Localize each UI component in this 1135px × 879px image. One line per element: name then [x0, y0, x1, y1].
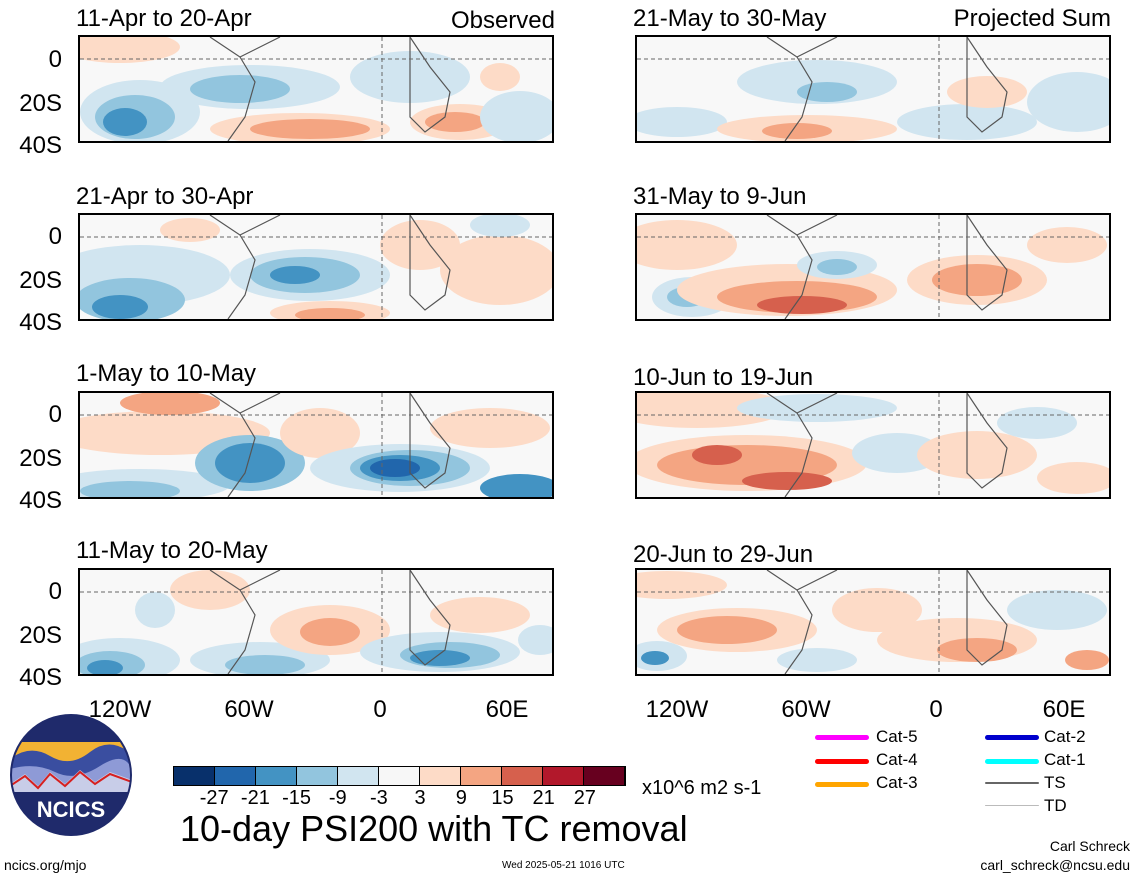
colorbar-swatch	[502, 767, 543, 785]
observed-label: Observed	[450, 7, 555, 34]
y-tick-label: 0	[48, 223, 62, 250]
colorbar-tick-label: -21	[240, 787, 270, 809]
colorbar-swatch	[338, 767, 379, 785]
x-tick-label: 60W	[224, 696, 274, 723]
y-tick-label: 0	[48, 578, 62, 605]
legend-swatch-cat4	[815, 759, 869, 764]
colorbar-swatch	[543, 767, 584, 785]
x-tick-label: 120W	[88, 696, 152, 723]
colorbar-swatch	[420, 767, 461, 785]
map-panel	[78, 35, 554, 143]
map-panel	[78, 568, 554, 676]
colorbar-swatch	[297, 767, 338, 785]
colorbar-tick-label: 9	[455, 787, 467, 809]
footer-email: carl_schreck@ncsu.edu	[980, 857, 1130, 873]
map-panel	[78, 391, 554, 499]
map-panel	[78, 213, 554, 321]
colorbar-swatch	[256, 767, 297, 785]
y-tick-label: 40S	[19, 309, 62, 336]
map-panel	[635, 568, 1111, 676]
colorbar-tick-label: 15	[491, 787, 514, 809]
colorbar-tick-label: -15	[282, 787, 311, 809]
map-panel	[635, 213, 1111, 321]
colorbar-tick-label: 21	[532, 787, 555, 809]
colorbar-tick-label: 3	[414, 787, 426, 809]
legend-label-cat1: Cat-1	[1044, 750, 1086, 769]
colorbar	[173, 766, 626, 786]
panel-title: 21-Apr to 30-Apr	[76, 183, 254, 210]
y-tick-label: 40S	[19, 132, 62, 159]
legend-swatch-cat2	[985, 735, 1039, 740]
legend-swatch-td	[985, 805, 1039, 806]
colorbar-tick-label: -27	[199, 787, 229, 809]
y-tick-label: 20S	[19, 267, 62, 294]
logo-text: NCICS	[37, 797, 105, 822]
legend-swatch-cat3	[815, 782, 869, 787]
x-tick-label: 60W	[781, 696, 831, 723]
legend-label-ts: TS	[1044, 773, 1066, 792]
x-tick-label: 0	[373, 696, 387, 723]
map-panel	[635, 391, 1111, 499]
colorbar-tick-label: -9	[328, 787, 347, 809]
legend-swatch-cat1	[985, 759, 1039, 764]
y-tick-label: 20S	[19, 445, 62, 472]
projected-sum-label: Projected Sum	[953, 5, 1111, 32]
colorbar-swatch	[584, 767, 625, 785]
footer-author: Carl Schreck	[1049, 838, 1130, 854]
colorbar-swatch	[215, 767, 256, 785]
legend-label-cat5: Cat-5	[876, 727, 918, 746]
footer-url: ncics.org/mjo	[4, 857, 87, 873]
panel-title: 11-Apr to 20-Apr	[76, 5, 252, 32]
legend-label-cat4: Cat-4	[876, 750, 918, 769]
panel-title: 21-May to 30-May	[633, 5, 827, 32]
panel-title: 31-May to 9-Jun	[633, 183, 807, 210]
y-tick-label: 20S	[19, 90, 62, 117]
colorbar-tick-label: 27	[573, 787, 596, 809]
ncics-logo: NCICS	[10, 714, 132, 836]
y-tick-label: 40S	[19, 487, 62, 514]
y-tick-label: 0	[48, 46, 62, 73]
colorbar-units: x10^6 m2 s-1	[642, 777, 762, 799]
y-tick-label: 20S	[19, 622, 62, 649]
footer-timestamp: Wed 2025-05-21 1016 UTC	[502, 860, 625, 871]
y-tick-label: 0	[48, 401, 62, 428]
legend-label-cat2: Cat-2	[1044, 727, 1086, 746]
x-tick-label: 60E	[1042, 696, 1086, 723]
colorbar-swatch	[174, 767, 215, 785]
main-title: 10-day PSI200 with TC removal	[180, 808, 688, 849]
x-tick-label: 60E	[485, 696, 529, 723]
colorbar-swatch	[379, 767, 420, 785]
legend-swatch-ts	[985, 782, 1039, 784]
panel-title: 20-Jun to 29-Jun	[633, 541, 814, 568]
legend-swatch-cat5	[815, 735, 869, 740]
legend-label-td: TD	[1044, 796, 1067, 815]
panel-title: 10-Jun to 19-Jun	[633, 364, 814, 391]
x-tick-label: 120W	[645, 696, 709, 723]
y-tick-label: 40S	[19, 664, 62, 691]
x-tick-label: 0	[929, 696, 943, 723]
legend-label-cat3: Cat-3	[876, 773, 918, 792]
panel-title: 1-May to 10-May	[76, 360, 257, 387]
panel-title: 11-May to 20-May	[76, 537, 268, 564]
colorbar-tick-label: -3	[370, 787, 388, 809]
colorbar-swatch	[461, 767, 502, 785]
map-panel	[635, 35, 1111, 143]
